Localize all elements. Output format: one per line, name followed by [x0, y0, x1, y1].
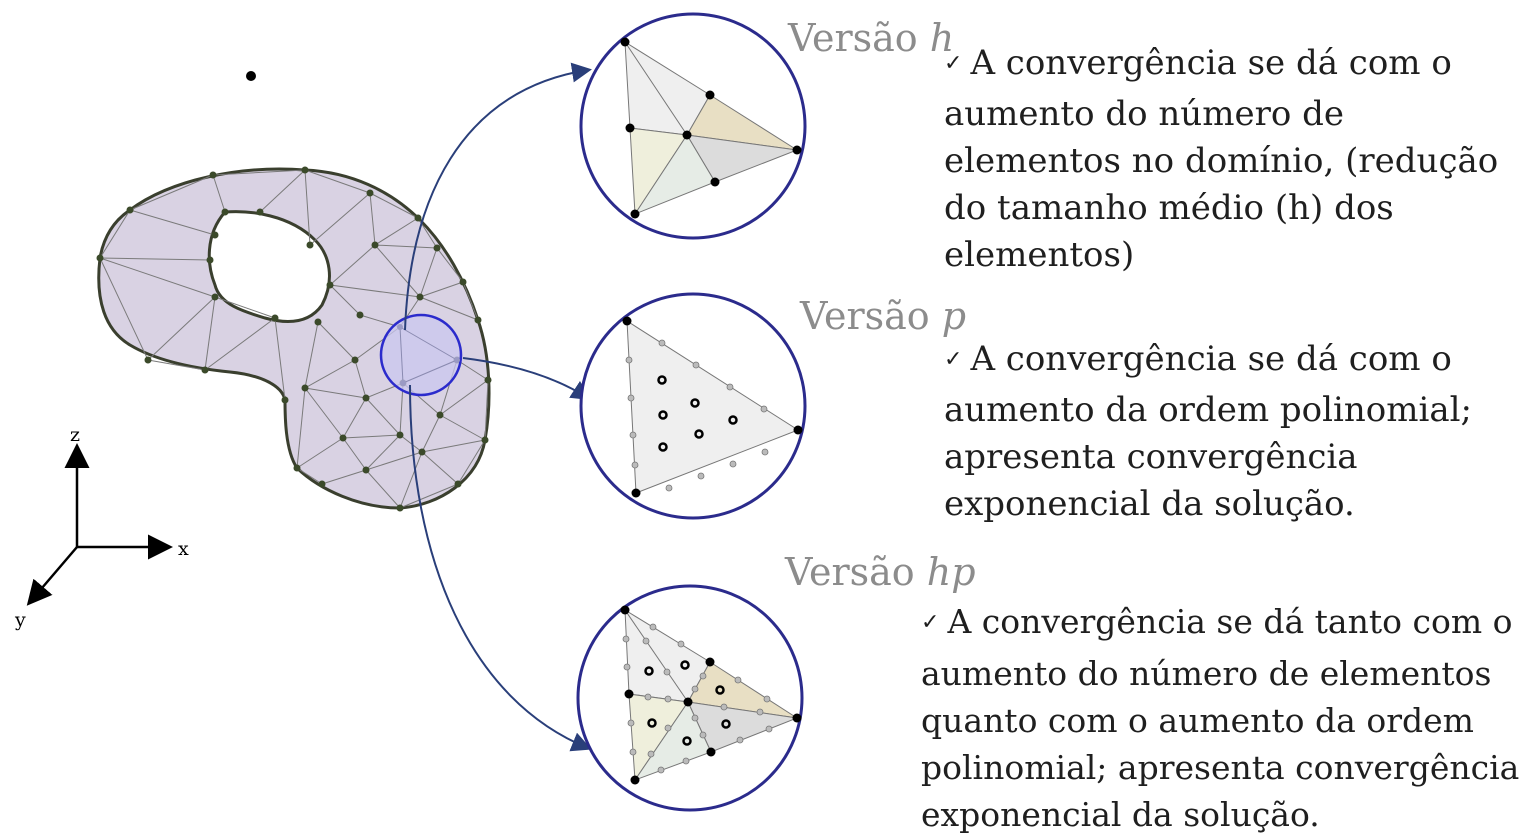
coordinate-axes — [26, 443, 173, 606]
version-hp-line-5: exponencial da solução. — [921, 795, 1320, 834]
version-h-line-5: elementos) — [944, 235, 1135, 275]
zoom-circle-h — [579, 12, 807, 240]
version-h-var: h — [929, 16, 955, 60]
version-hp-line-3: quanto com o aumento da ordem — [921, 701, 1474, 740]
version-hp-line-4: polinomial; apresenta convergência — [921, 748, 1520, 787]
version-h-line-3: elementos no domínio, (redução — [944, 141, 1499, 181]
arrow-to-p — [462, 357, 592, 401]
zoom-region — [379, 313, 463, 397]
version-p-prefix: Versão — [800, 294, 930, 338]
version-h-heading: Versão h — [788, 16, 954, 60]
version-p-line-2: aumento da ordem polinomial; — [944, 390, 1472, 430]
zoom-circle-hp — [576, 584, 804, 812]
arrow-to-hp — [409, 384, 592, 752]
mesh-domain — [96, 166, 492, 512]
stray-dot — [246, 71, 256, 81]
axis-z-label: z — [70, 424, 80, 446]
version-p-heading: Versão p — [800, 294, 966, 338]
version-hp-var: hp — [926, 550, 976, 594]
zoom-arrows — [404, 62, 592, 752]
arrow-to-h — [404, 62, 592, 331]
version-p-line-1: A convergência se dá com o — [970, 339, 1452, 379]
version-h-description: ✓ A convergência se dá com o aumento do n… — [944, 40, 1498, 279]
zoom-circle-p — [579, 292, 807, 520]
check-icon: ✓ — [921, 610, 940, 635]
axis-y-label: y — [14, 609, 26, 631]
version-p-description: ✓ A convergência se dá com o aumento da o… — [944, 336, 1472, 528]
version-h-line-2: aumento do número de — [944, 94, 1344, 134]
version-hp-description: ✓ A convergência se dá tanto com o aument… — [921, 598, 1519, 838]
version-p-line-3: apresenta convergência — [944, 437, 1358, 477]
version-hp-heading: Versão hp — [785, 550, 976, 594]
version-hp-prefix: Versão — [785, 550, 915, 594]
version-hp-line-2: aumento do número de elementos — [921, 654, 1492, 693]
version-h-line-4: do tamanho médio (h) dos — [944, 188, 1394, 228]
version-p-line-4: exponencial da solução. — [944, 484, 1355, 524]
version-hp-line-1: A convergência se dá tanto com o — [947, 602, 1513, 641]
version-h-line-1: A convergência se dá com o — [970, 43, 1452, 83]
version-h-prefix: Versão — [788, 16, 918, 60]
check-icon: ✓ — [944, 347, 963, 372]
version-p-var: p — [941, 294, 967, 338]
axis-x-label: x — [178, 538, 189, 560]
check-icon: ✓ — [944, 51, 963, 76]
